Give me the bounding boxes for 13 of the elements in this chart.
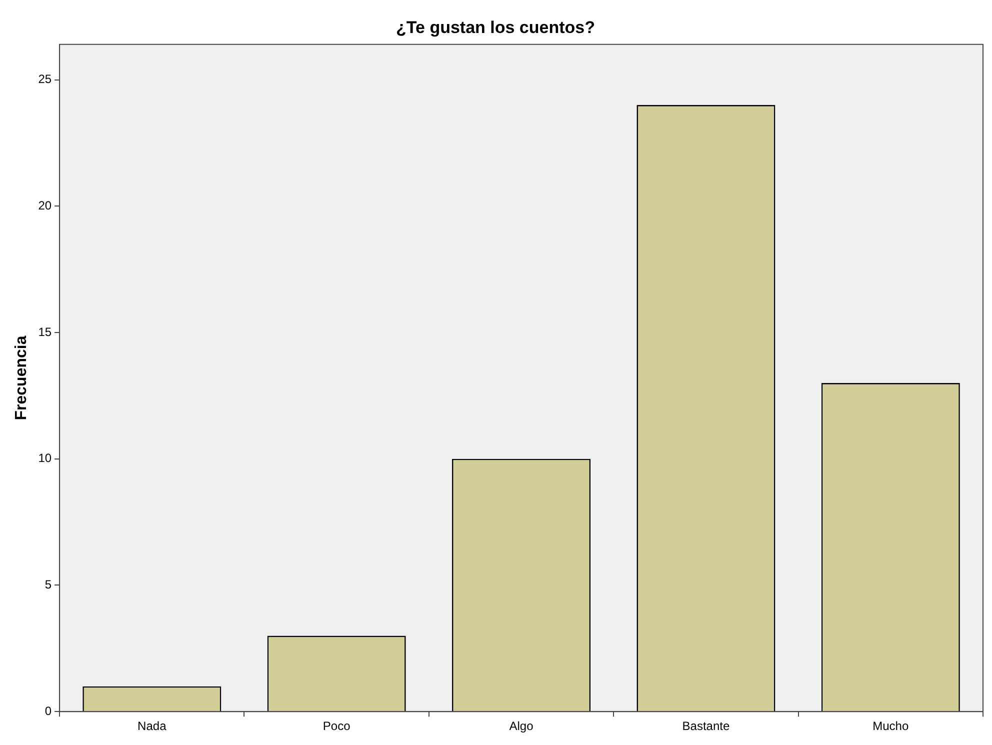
x-tick-label: Algo [509,719,534,734]
x-tick-label: Poco [322,719,351,734]
x-tick-label: Bastante [682,719,730,734]
y-tick-label: 0 [44,704,52,718]
y-tick-label: 5 [44,578,52,592]
y-tick-label: 25 [38,72,52,86]
y-tick-label: 20 [38,198,52,212]
x-tick-label: Mucho [872,719,909,734]
chart-title: ¿Te gustan los cuentos? [396,18,595,37]
y-tick-label: 15 [38,324,52,339]
x-tick-label: Nada [138,719,167,734]
y-tick-label: 10 [38,451,52,466]
y-axis-title: Frecuencia [13,336,30,420]
